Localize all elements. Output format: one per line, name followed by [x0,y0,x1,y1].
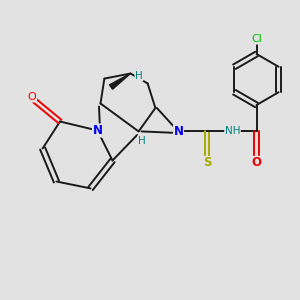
Text: N: N [173,125,184,138]
Text: S: S [203,156,211,170]
Text: H: H [135,71,143,81]
Text: O: O [251,156,262,170]
Text: N: N [92,124,103,137]
Text: NH: NH [225,126,240,136]
Polygon shape [110,74,130,89]
Text: H: H [138,136,146,146]
Text: Cl: Cl [251,34,262,44]
Text: O: O [28,92,37,102]
